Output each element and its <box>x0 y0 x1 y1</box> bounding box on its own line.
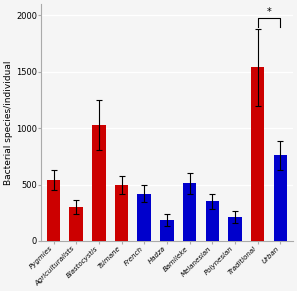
Bar <box>183 183 196 241</box>
Bar <box>69 207 83 241</box>
Bar <box>47 180 60 241</box>
Bar <box>115 185 128 241</box>
Bar <box>251 67 265 241</box>
Bar <box>160 220 174 241</box>
Bar <box>228 217 242 241</box>
Bar <box>206 201 219 241</box>
Text: *: * <box>267 7 271 17</box>
Y-axis label: Bacterial species/individual: Bacterial species/individual <box>4 60 13 185</box>
Bar <box>92 125 106 241</box>
Bar <box>274 155 287 241</box>
Bar <box>138 194 151 241</box>
